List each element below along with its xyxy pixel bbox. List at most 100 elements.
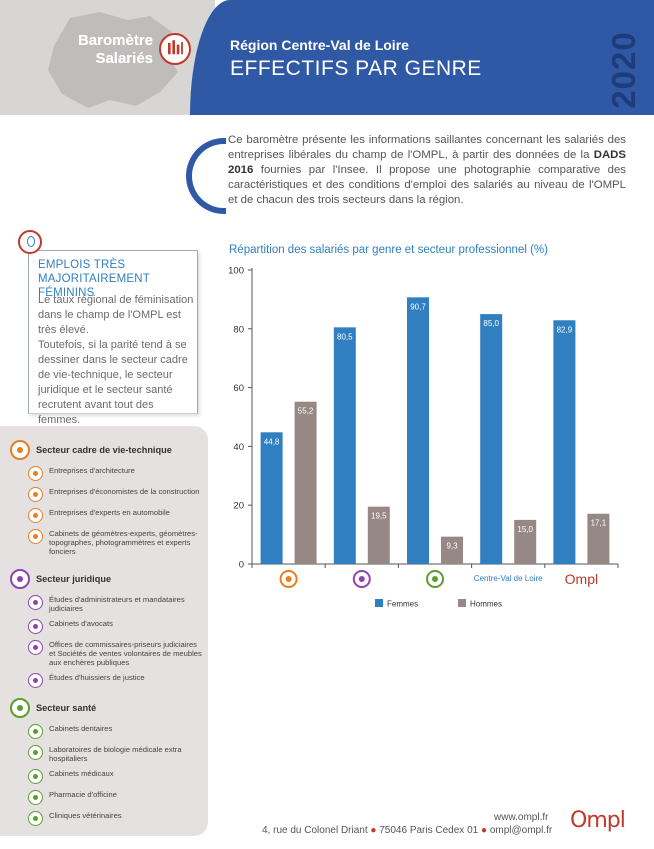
list-item: Pharmacie d'officine [10, 790, 205, 805]
list-item: Études d'administrateurs et mandataires … [10, 595, 205, 613]
list-item: Laboratoires de biologie médicale extra … [10, 745, 205, 763]
region-map-silhouette [48, 12, 178, 108]
footer-street: 4, rue du Colonel Driant [262, 825, 368, 836]
list-item: Entreprises d'économistes de la construc… [10, 487, 205, 502]
region-title: Région Centre-Val de Loire [230, 37, 409, 53]
bar-femmes [480, 314, 503, 564]
lightbulb-icon [18, 230, 42, 254]
footer-separator: ● [370, 825, 377, 836]
intro-text-bold: DADS 2016 [228, 149, 626, 176]
feature-body: Le taux régional de féminisation dans le… [38, 293, 194, 428]
stethoscope-icon [28, 769, 43, 784]
data-label: 17,1 [591, 519, 607, 528]
lawyer-icon [28, 619, 43, 634]
intro-text-end: fournies par l'Insee. Il propose une pho… [228, 164, 626, 206]
data-label: 90,7 [410, 302, 426, 311]
data-label: 44,8 [264, 437, 280, 446]
bar-femmes [333, 327, 356, 564]
list-item-label: Offices de commissaires-priseurs judicia… [49, 640, 202, 667]
bar-femmes [553, 320, 576, 564]
sector-name: Secteur cadre de vie-technique [36, 445, 172, 455]
juridique-icon-center [358, 576, 365, 582]
chart-title: Répartition des salariés par genre et se… [229, 244, 548, 256]
tooth-icon [28, 724, 43, 739]
bar-hommes [587, 513, 610, 564]
y-tick-label: 60 [233, 383, 244, 394]
brand-name: Baromètre Salariés [58, 32, 153, 68]
bar-femmes [407, 297, 429, 564]
bar-femmes [260, 432, 283, 564]
list-item: Entreprises d'architecture [10, 466, 205, 481]
paw-icon [28, 811, 43, 826]
legend-label: Hommes [470, 600, 502, 609]
juridique-icon [352, 570, 371, 588]
list-item-label: Cabinets médicaux [49, 769, 114, 778]
sante-icon [10, 698, 30, 718]
page-title: EFFECTIFS PAR GENRE [230, 57, 482, 80]
legend-swatch [458, 599, 466, 607]
y-tick-label: 100 [228, 266, 244, 277]
bar-hommes [367, 506, 390, 564]
list-item: Offices de commissaires-priseurs judicia… [10, 640, 205, 667]
intro-paragraph: Ce baromètre présente les informations s… [228, 133, 626, 208]
sector-name: Secteur juridique [36, 574, 112, 584]
pharmacy-icon [28, 790, 43, 805]
brand-line-2: Salariés [95, 50, 153, 67]
list-item: Cabinets de géomètres-experts, géomètres… [10, 529, 205, 556]
y-tick-label: 40 [233, 442, 244, 453]
cadre-de-vie-icon [10, 440, 30, 460]
footer-city: 75046 Paris Cedex 01 [379, 825, 479, 836]
cadre-de-vie-icon [279, 570, 298, 588]
feature-paragraph-1: Le taux régional de féminisation dans le… [38, 294, 194, 336]
construction-icon [28, 487, 43, 502]
list-item-label: Entreprises d'architecture [49, 466, 135, 475]
sector-sante: Secteur santé Cabinets dentaires Laborat… [10, 698, 205, 826]
data-label: 19,5 [371, 512, 387, 521]
list-item-label: Cabinets dentaires [49, 724, 113, 733]
bar-hommes [441, 536, 463, 564]
x-category-label: Centre-Val de Loire [474, 574, 543, 583]
list-item: Entreprises d'experts en automobile [10, 508, 205, 523]
flask-icon [28, 745, 43, 760]
y-tick-label: 20 [233, 501, 244, 512]
list-item-label: Laboratoires de biologie médicale extra … [49, 745, 182, 763]
list-item-label: Cabinets d'avocats [49, 619, 113, 628]
feature-paragraph-2: Toutefois, si la parité tend à se dessin… [38, 339, 188, 426]
bar-hommes [294, 401, 317, 564]
list-item-label: Études d'huissiers de justice [49, 673, 145, 682]
brand-line-1: Baromètre [77, 32, 153, 49]
scales-icon [28, 595, 43, 610]
list-item: Cabinets d'avocats [10, 619, 205, 634]
car-icon [28, 508, 43, 523]
footer-address: 4, rue du Colonel Driant ● 75046 Paris C… [262, 825, 552, 836]
intro-text-start: Ce baromètre présente les informations s… [228, 134, 626, 161]
sector-header: Secteur cadre de vie-technique [10, 440, 205, 460]
y-tick-label: 80 [233, 324, 244, 335]
sector-header: Secteur juridique [10, 569, 205, 589]
list-item-label: Entreprises d'experts en automobile [49, 508, 170, 517]
list-item-label: Cabinets de géomètres-experts, géomètres… [49, 529, 198, 556]
ompl-logo: Ompl [570, 808, 626, 833]
barometer-logo-icon [159, 33, 191, 65]
footer-separator: ● [480, 825, 488, 836]
y-tick-label: 0 [239, 560, 244, 571]
surveyor-icon [28, 529, 43, 544]
gavel-icon [28, 640, 43, 655]
cadre-de-vie-icon-center [285, 576, 292, 582]
sector-header: Secteur santé [10, 698, 205, 718]
data-label: 82,9 [557, 325, 573, 334]
list-item-label: Pharmacie d'officine [49, 790, 118, 799]
list-item: Cabinets dentaires [10, 724, 205, 739]
bar-hommes [514, 519, 537, 564]
architecture-icon [28, 466, 43, 481]
footer-email[interactable]: ompl@ompl.fr [489, 825, 553, 836]
list-item: Cliniques vétérinaires [10, 811, 205, 826]
data-label: 9,3 [446, 542, 458, 551]
footer-url[interactable]: www.ompl.fr [494, 812, 549, 823]
bailiff-icon [28, 673, 43, 688]
data-label: 85,0 [483, 319, 499, 328]
sector-name: Secteur santé [36, 703, 97, 713]
data-label: 15,0 [517, 525, 533, 534]
sector-juridique: Secteur juridique Études d'administrateu… [10, 569, 205, 688]
data-label: 80,5 [337, 332, 353, 341]
